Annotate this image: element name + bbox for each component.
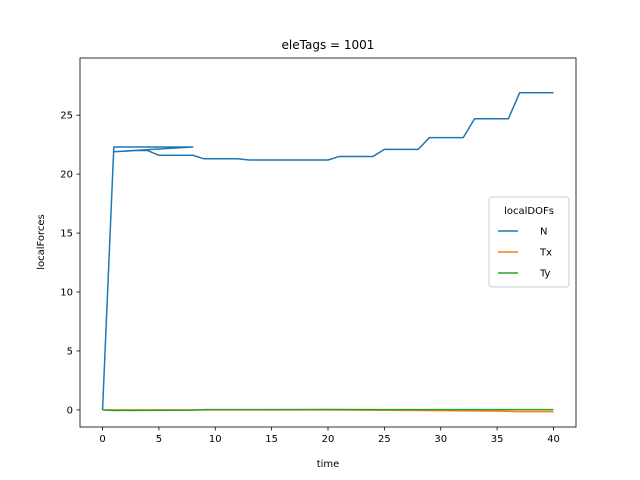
x-tick-label: 20	[322, 434, 335, 445]
legend-label-tx: Tx	[539, 248, 552, 259]
y-tick-label: 25	[60, 111, 73, 122]
legend-title: localDOFs	[504, 206, 554, 217]
x-tick-label: 0	[99, 434, 105, 445]
chart-title: eleTags = 1001	[282, 38, 375, 52]
legend: localDOFs N Tx Ty	[488, 196, 570, 288]
y-tick-label: 10	[60, 288, 73, 299]
legend-label-n: N	[540, 227, 547, 238]
x-tick-label: 25	[378, 434, 391, 445]
y-tick-label: 20	[60, 170, 73, 181]
x-tick-label: 5	[156, 434, 162, 445]
x-tick-label: 15	[265, 434, 278, 445]
legend-items: N Tx Ty	[498, 227, 552, 280]
plot-lines	[101, 92, 554, 413]
plot-area-frame	[79, 57, 577, 428]
x-axis-ticks: 0 5 10 15 20 25 30 35 40	[99, 427, 560, 445]
legend-label-ty: Ty	[539, 269, 551, 280]
y-tick-label: 0	[67, 405, 73, 416]
y-tick-label: 15	[60, 229, 73, 240]
series-line-ty	[102, 408, 554, 412]
series-line-n	[101, 92, 554, 410]
y-axis-ticks: 0 5 10 15 20 25	[60, 111, 80, 416]
x-tick-label: 10	[209, 434, 222, 445]
legend-box	[488, 196, 570, 288]
x-tick-label: 35	[491, 434, 504, 445]
x-tick-label: 30	[434, 434, 447, 445]
x-tick-label: 40	[547, 434, 560, 445]
x-axis-title: time	[317, 459, 340, 470]
y-tick-label: 5	[67, 346, 73, 357]
y-axis-title: localForces	[36, 214, 47, 270]
